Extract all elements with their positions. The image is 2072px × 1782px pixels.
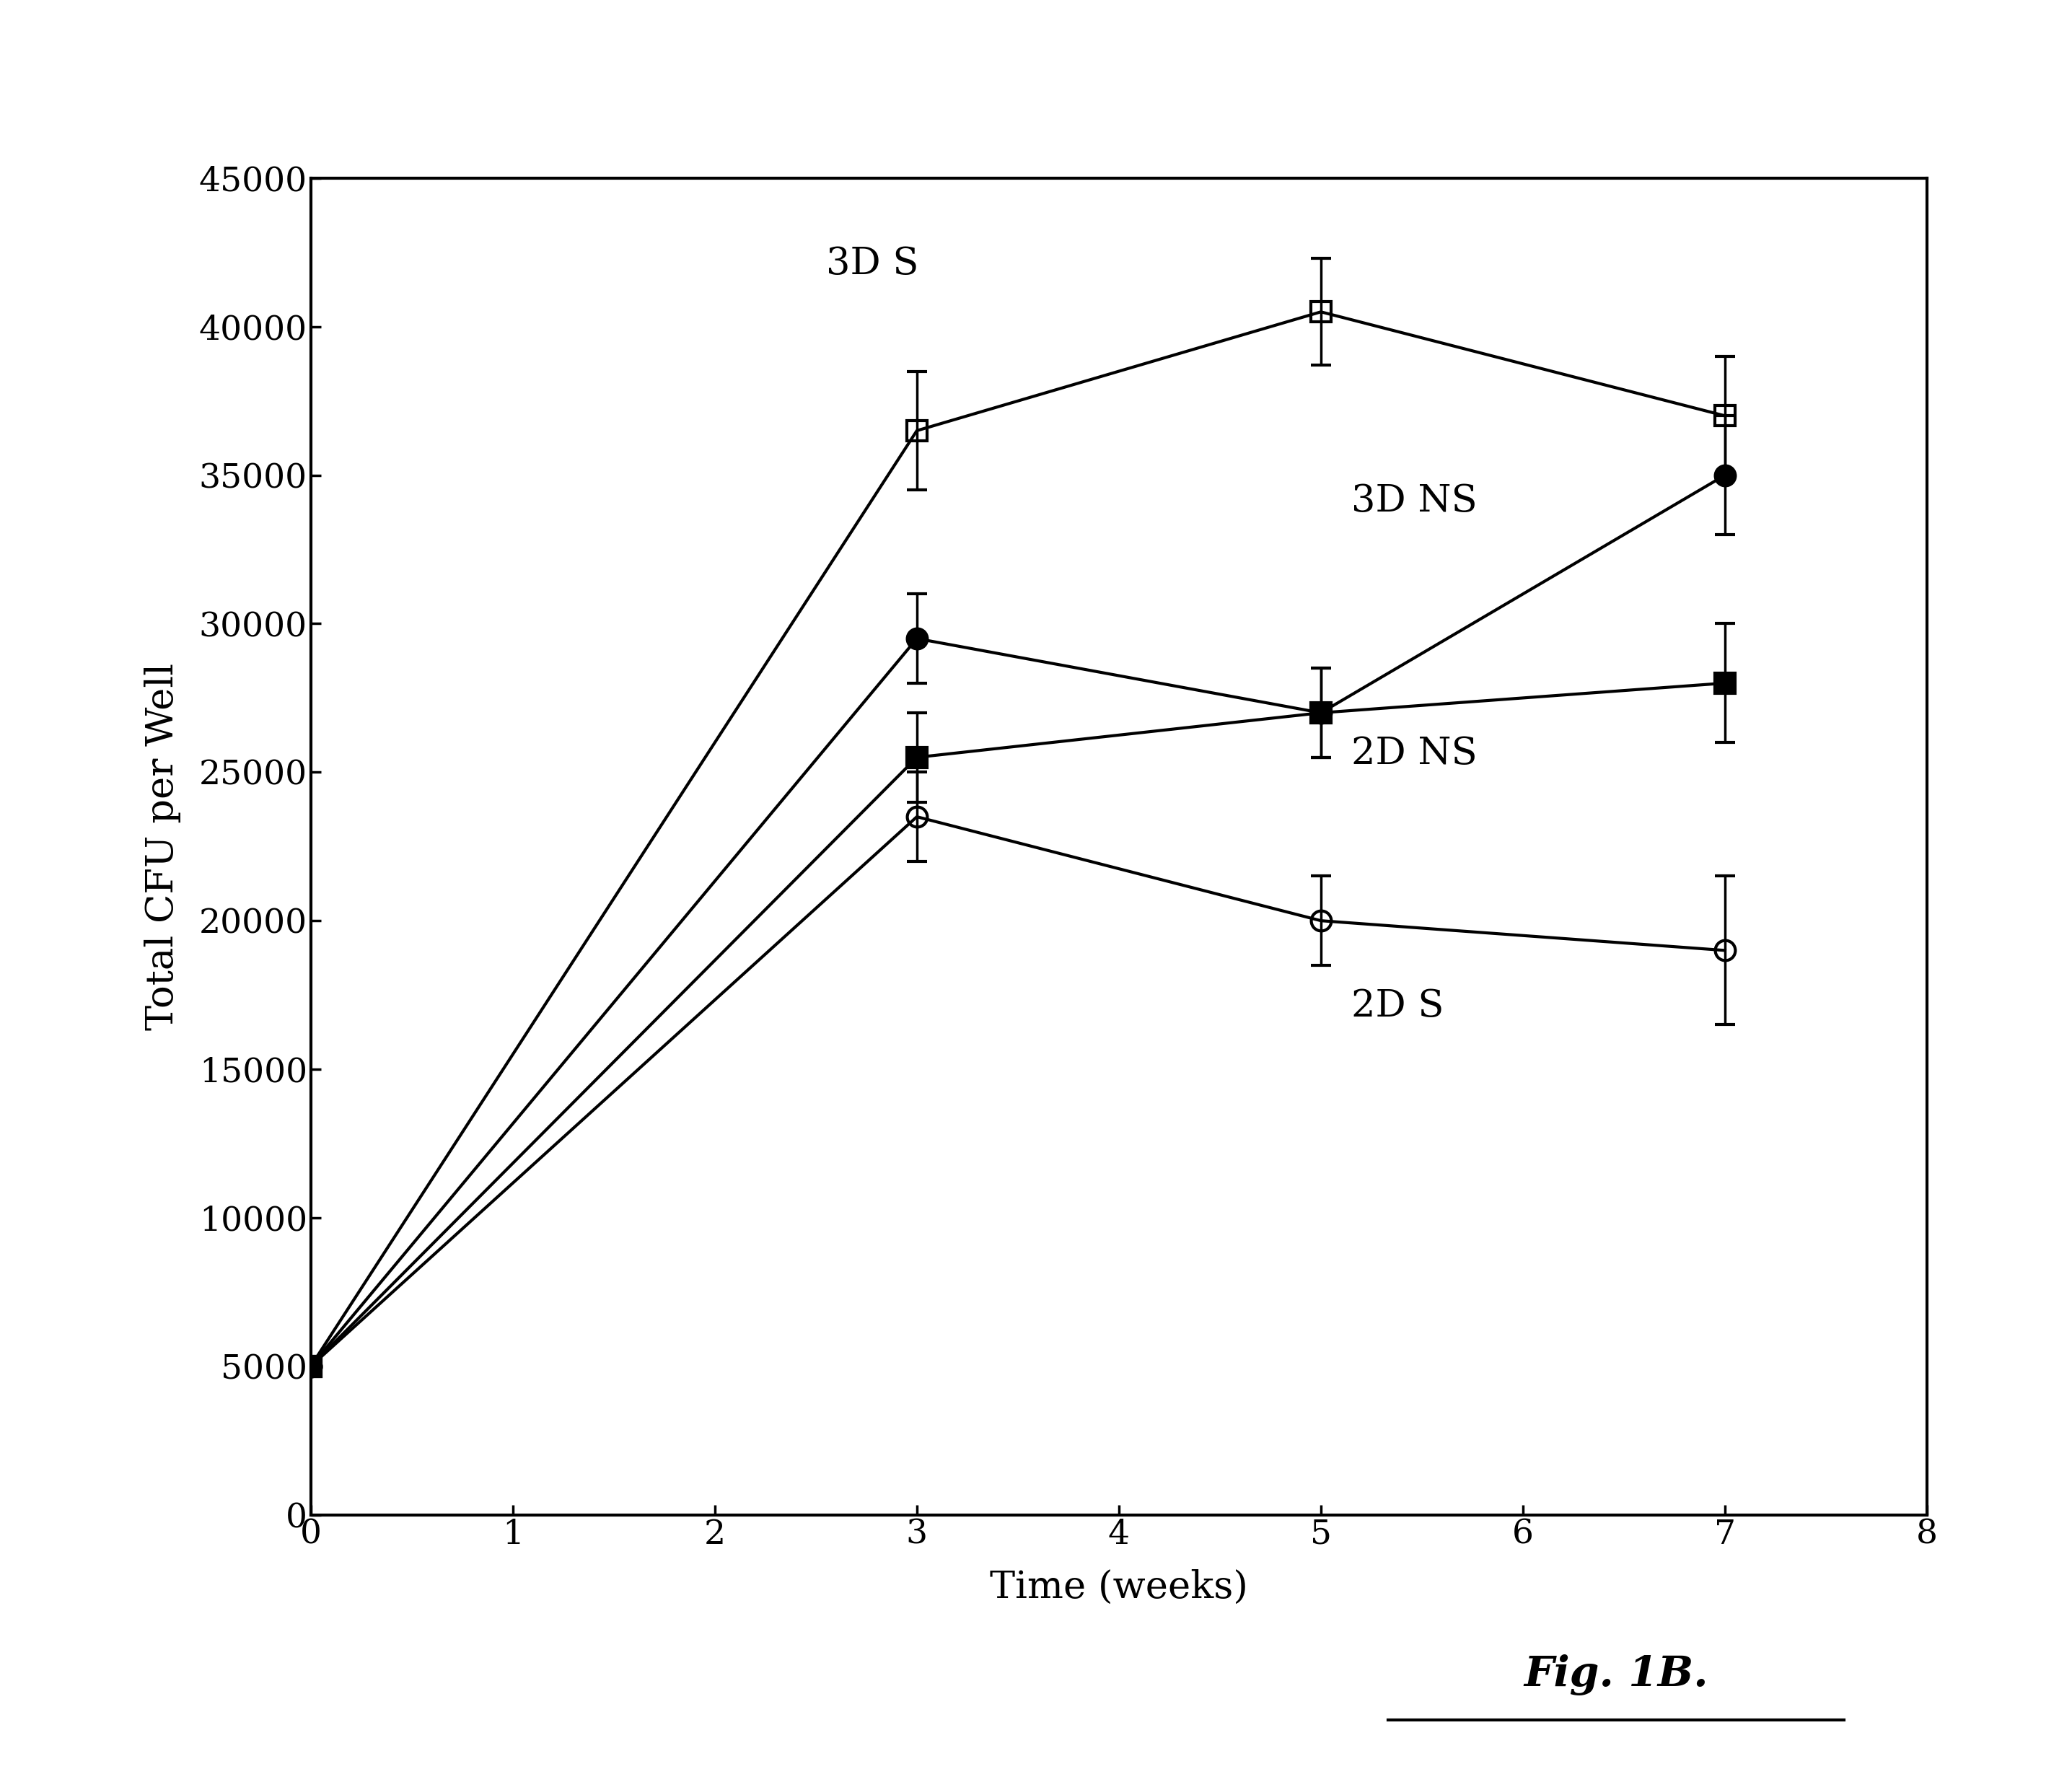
Text: 3D S: 3D S bbox=[827, 246, 918, 282]
Y-axis label: Total CFU per Well: Total CFU per Well bbox=[145, 663, 180, 1030]
Text: 3D NS: 3D NS bbox=[1351, 483, 1477, 520]
X-axis label: Time (weeks): Time (weeks) bbox=[990, 1568, 1247, 1606]
Text: 2D NS: 2D NS bbox=[1351, 736, 1477, 772]
Text: Fig. 1B.: Fig. 1B. bbox=[1523, 1654, 1709, 1696]
Text: 2D S: 2D S bbox=[1351, 987, 1444, 1025]
